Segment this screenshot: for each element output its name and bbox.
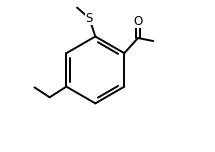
Text: O: O [133, 15, 143, 28]
Text: S: S [86, 12, 93, 25]
